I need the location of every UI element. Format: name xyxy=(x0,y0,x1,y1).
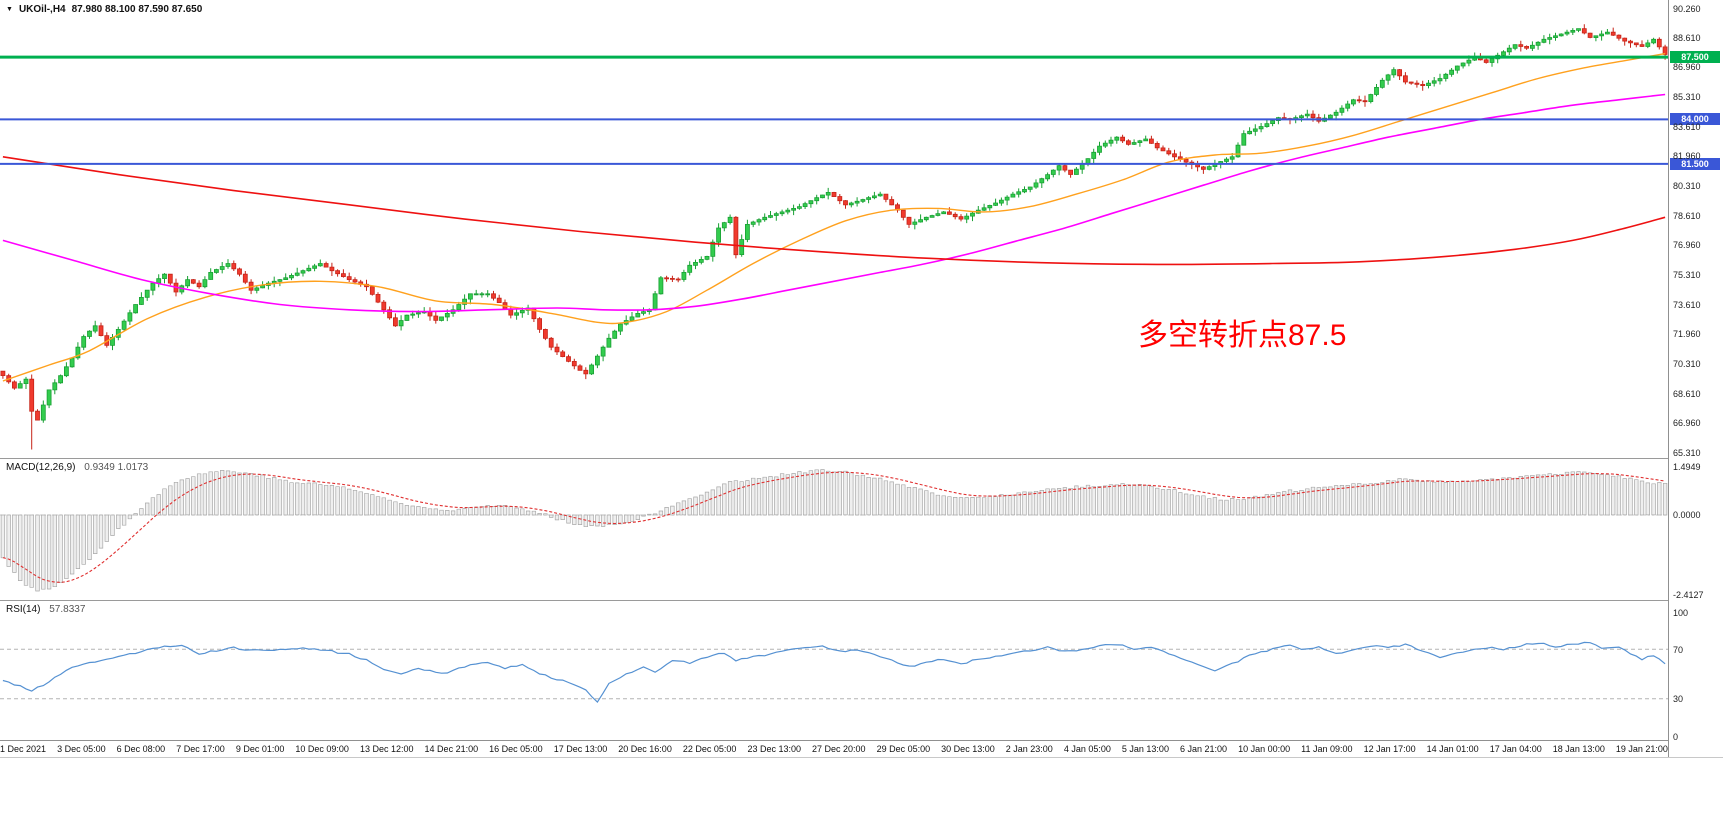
time-axis-label: 11 Jan 09:00 xyxy=(1301,744,1353,754)
time-axis-label: 4 Jan 05:00 xyxy=(1063,744,1111,754)
macd-histogram xyxy=(0,469,1668,592)
price-axis-label: 65.310 xyxy=(1673,448,1701,458)
price-axis-label: 90.260 xyxy=(1673,4,1701,14)
panel-separator[interactable] xyxy=(0,600,1668,601)
rsi-indicator-name: RSI(14) xyxy=(6,604,41,615)
time-axis-label: 17 Dec 13:00 xyxy=(553,744,608,754)
macd-signal-line xyxy=(2,471,1666,583)
time-axis-label: 6 Jan 21:00 xyxy=(1179,744,1228,754)
price-axis-label: 85.310 xyxy=(1673,92,1701,102)
candle-wicks-bullish xyxy=(19,28,1655,423)
rsi-panel[interactable] xyxy=(0,641,1668,704)
window-bottom-separator xyxy=(0,757,1723,758)
price-level-tag: 84.000 xyxy=(1670,113,1720,125)
ma-mid-magenta-line xyxy=(2,93,1666,313)
ma-fast-orange-line xyxy=(2,52,1666,382)
symbol-dropdown-icon[interactable]: ▼ xyxy=(6,6,13,13)
price-axis-label: 66.960 xyxy=(1673,418,1701,428)
time-axis-label: 16 Dec 05:00 xyxy=(489,744,543,754)
time-axis-label: 12 Jan 17:00 xyxy=(1363,744,1416,754)
price-panel[interactable] xyxy=(0,24,1668,450)
time-axis-label: 14 Dec 21:00 xyxy=(424,744,479,754)
time-axis-label: 14 Jan 01:00 xyxy=(1426,744,1479,754)
time-axis-label: 30 Dec 13:00 xyxy=(941,744,995,754)
macd-indicator-values: 0.9349 1.0173 xyxy=(84,462,149,473)
rsi-line xyxy=(2,641,1666,704)
price-axis-label: 73.610 xyxy=(1673,300,1701,310)
chart-canvas[interactable] xyxy=(0,0,1668,757)
price-axis-label: 81.960 xyxy=(1673,151,1701,161)
time-axis-label: 29 Dec 05:00 xyxy=(876,744,931,754)
time-axis-label: 2 Jan 23:00 xyxy=(1005,744,1053,754)
time-axis-label: 10 Jan 00:00 xyxy=(1238,744,1291,754)
price-axis-label: 71.960 xyxy=(1673,329,1701,339)
time-axis-label: 23 Dec 13:00 xyxy=(747,744,801,754)
price-axis-label: 76.960 xyxy=(1673,240,1701,250)
price-axis-label: 86.960 xyxy=(1673,62,1701,72)
price-axis-label: 80.310 xyxy=(1673,181,1701,191)
time-axis-label: 22 Dec 05:00 xyxy=(682,744,737,754)
time-axis-label: 3 Dec 05:00 xyxy=(57,744,106,754)
rsi-axis-label: 0 xyxy=(1673,732,1679,742)
rsi-panel-label: RSI(14) 57.8337 xyxy=(6,604,85,615)
price-axis-label: 88.610 xyxy=(1673,33,1701,43)
time-axis-label: 17 Jan 04:00 xyxy=(1489,744,1542,754)
annotation-text[interactable]: 多空转折点87.5 xyxy=(1138,319,1347,352)
time-axis-label: 19 Jan 21:00 xyxy=(1615,744,1668,754)
time-axis[interactable]: 1 Dec 2021 3 Dec 05:00 6 Dec 08:00 7 Dec 17… xyxy=(0,740,1668,760)
candle-wicks-bearish xyxy=(2,24,1666,450)
rsi-axis-label: 70 xyxy=(1673,645,1684,655)
price-level-tag: 87.500 xyxy=(1670,51,1720,63)
time-axis-label: 9 Dec 01:00 xyxy=(235,744,285,754)
time-axis-label: 13 Dec 12:00 xyxy=(359,744,414,754)
ma-slow-red-line xyxy=(2,156,1666,266)
price-level-tag: 81.500 xyxy=(1670,158,1720,170)
time-axis-label: 10 Dec 09:00 xyxy=(295,744,349,754)
price-axis-label: 75.310 xyxy=(1673,270,1701,280)
time-axis-label: 5 Jan 13:00 xyxy=(1121,744,1169,754)
price-axis-label: 83.610 xyxy=(1673,122,1701,132)
time-axis-label: 7 Dec 17:00 xyxy=(176,744,225,754)
macd-indicator-name: MACD(12,26,9) xyxy=(6,462,76,473)
rsi-axis-label: 100 xyxy=(1673,608,1689,618)
panel-separator[interactable] xyxy=(0,458,1668,459)
rsi-axis-label: 30 xyxy=(1673,694,1684,704)
price-axis[interactable]: 87.500 84.000 81.500 90.260 88.610 86.960 85.3… xyxy=(1668,0,1723,757)
time-axis-label: 27 Dec 20:00 xyxy=(812,744,866,754)
macd-axis-label: 0.0000 xyxy=(1673,510,1701,520)
macd-axis-label: 1.4949 xyxy=(1673,462,1701,472)
time-axis-label: 6 Dec 08:00 xyxy=(116,744,166,754)
price-axis-label: 68.610 xyxy=(1673,389,1701,399)
macd-axis-label: -2.4127 xyxy=(1673,590,1704,600)
time-axis-label: 1 Dec 2021 xyxy=(0,744,47,754)
time-axis-label: 18 Jan 13:00 xyxy=(1552,744,1605,754)
ohlc-readout: 87.980 88.100 87.590 87.650 xyxy=(71,4,203,15)
rsi-indicator-value: 57.8337 xyxy=(49,604,86,615)
macd-panel-label: MACD(12,26,9) 0.9349 1.0173 xyxy=(6,462,148,473)
price-axis-label: 70.310 xyxy=(1673,359,1701,369)
macd-panel[interactable] xyxy=(0,469,1668,592)
price-axis-label: 78.610 xyxy=(1673,211,1701,221)
symbol-info: ▼ UKOil-,H4 87.980 88.100 87.590 87.650 xyxy=(6,4,202,15)
symbol-name: UKOil-,H4 xyxy=(18,4,66,15)
time-axis-label: 20 Dec 16:00 xyxy=(618,744,672,754)
